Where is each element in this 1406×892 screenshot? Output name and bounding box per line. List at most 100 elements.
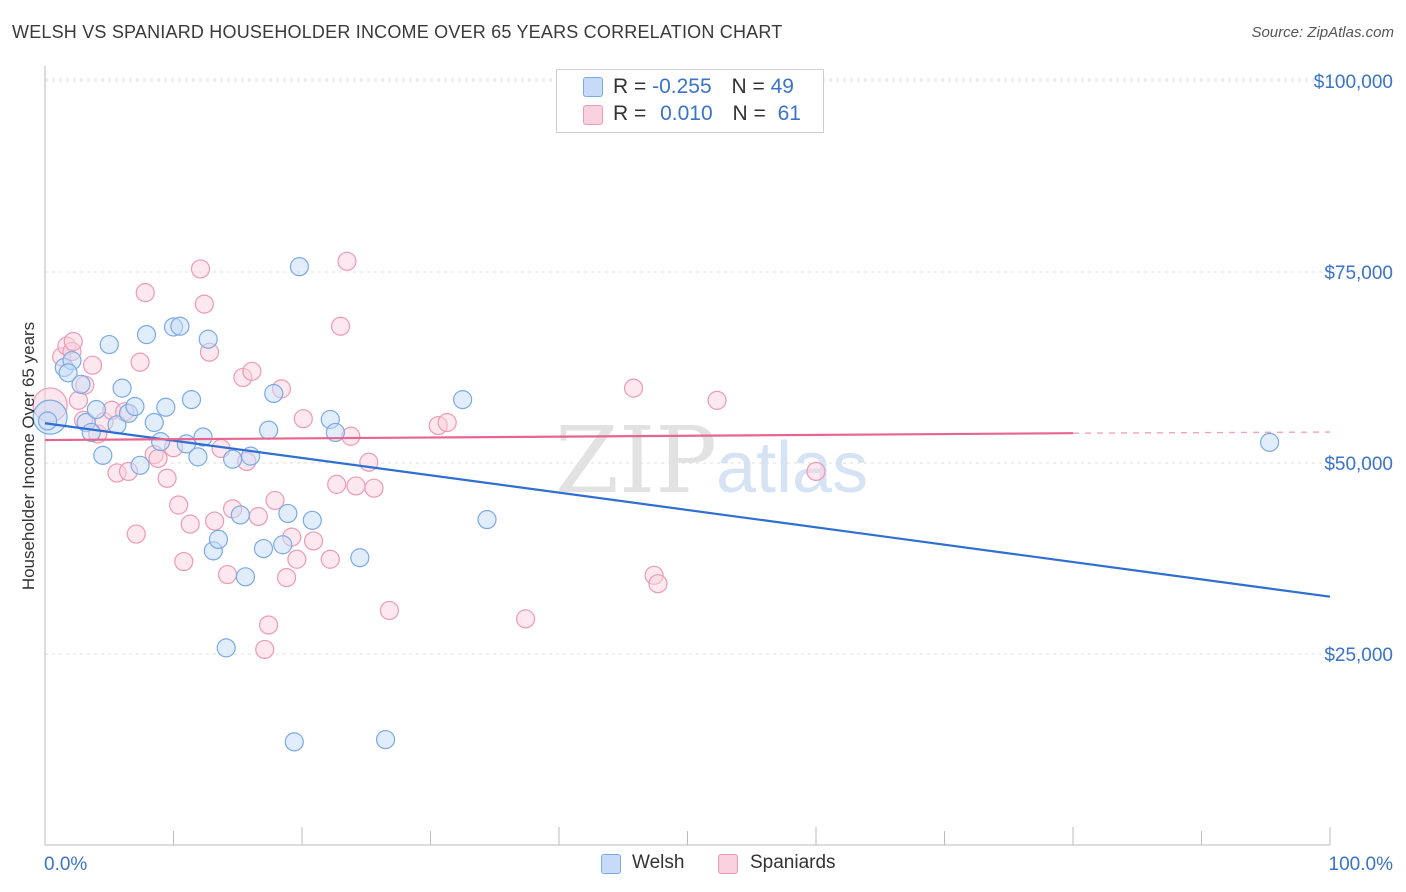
welsh-point — [99, 334, 119, 355]
spaniards-point — [180, 514, 200, 534]
welsh-point — [264, 383, 284, 404]
chart-title: WELSH VS SPANIARD HOUSEHOLDER INCOME OVE… — [12, 22, 783, 42]
spaniards-point — [194, 294, 214, 314]
spaniards-point — [806, 461, 826, 482]
welsh-point — [325, 422, 346, 443]
welsh-point — [289, 257, 310, 277]
welsh-point — [302, 510, 322, 530]
spaniards-point — [130, 352, 150, 372]
welsh-point — [71, 374, 91, 394]
spaniards-n-value: 61 — [777, 102, 801, 125]
spaniards-point — [515, 609, 536, 629]
spaniards-point — [258, 615, 279, 635]
spaniards-point — [293, 409, 313, 429]
x-tick-label: 0.0% — [44, 854, 87, 875]
welsh-point — [216, 638, 236, 658]
spaniards-point — [364, 478, 384, 498]
spaniards-point — [190, 259, 211, 279]
spaniards-legend-row: R = 0.010 N = 61 — [613, 102, 801, 126]
bottom-legend-spaniards-swatch — [718, 854, 738, 874]
welsh-r-value: -0.255 — [652, 75, 712, 98]
welsh-point — [235, 567, 256, 587]
x-tick-label: 100.0% — [1329, 854, 1394, 875]
y-tick-labels: $25,000 $50,000 $75,000 $100,000 — [1314, 72, 1393, 666]
spaniards-point — [82, 355, 103, 375]
welsh-point — [86, 399, 107, 420]
welsh-trend-line — [44, 422, 1331, 598]
welsh-point — [93, 445, 113, 465]
welsh-point — [258, 420, 279, 440]
welsh-point — [193, 427, 213, 447]
welsh-legend-swatch — [583, 77, 603, 97]
welsh-point — [170, 316, 190, 336]
y-tick-label: $50,000 — [1324, 454, 1393, 475]
spaniards-point — [248, 506, 268, 527]
welsh-point — [350, 548, 370, 568]
spaniards-point — [623, 378, 644, 398]
welsh-point — [208, 529, 229, 550]
bottom-legend-spaniards: Spaniards — [750, 852, 836, 873]
spaniards-point — [337, 251, 357, 271]
welsh-point — [375, 729, 396, 750]
spaniards-point — [169, 495, 189, 515]
spaniards-point — [330, 316, 351, 336]
welsh-point — [112, 378, 132, 398]
spaniards-point — [707, 390, 727, 410]
spaniards-points — [32, 74, 826, 660]
spaniards-point — [174, 551, 194, 572]
welsh-point — [278, 503, 298, 524]
spaniards-point — [379, 600, 399, 621]
spaniards-point — [126, 524, 146, 544]
spaniards-point — [303, 531, 324, 551]
spaniards-point — [157, 468, 177, 488]
welsh-point — [284, 732, 304, 752]
watermark-atlas: atlas — [716, 428, 868, 508]
spaniards-point — [148, 448, 168, 469]
chart-source: Source: ZipAtlas.com — [1251, 24, 1394, 41]
welsh-point — [156, 397, 176, 417]
welsh-n-value: 49 — [770, 75, 794, 98]
spaniards-point — [287, 549, 307, 569]
spaniards-point — [346, 476, 366, 496]
welsh-point — [223, 449, 243, 469]
spaniards-point — [255, 639, 275, 660]
welsh-point — [125, 396, 145, 417]
correlation-legend: R = -0.255 N = 49 R = 0.010 N = 61 — [556, 69, 824, 133]
welsh-point — [253, 538, 274, 559]
spaniards-point — [265, 490, 285, 511]
welsh-point — [144, 412, 164, 433]
welsh-legend-row: R = -0.255 N = 49 — [613, 75, 794, 99]
welsh-point — [151, 432, 171, 452]
welsh-n-label: N = — [731, 75, 765, 98]
watermark: ZIP atlas — [555, 407, 868, 514]
spaniards-point — [135, 283, 155, 303]
spaniards-r-label: R = — [613, 102, 647, 125]
welsh-point — [37, 411, 58, 431]
bottom-legend-welsh: Welsh — [632, 852, 685, 873]
spaniards-trend-line — [44, 432, 1074, 442]
welsh-r-label: R = — [613, 75, 647, 98]
watermark-zip: ZIP — [555, 407, 717, 514]
welsh-point — [230, 505, 250, 525]
spaniards-n-label: N = — [732, 102, 766, 125]
welsh-point — [198, 329, 218, 349]
axes — [44, 66, 1331, 846]
welsh-point — [477, 509, 497, 530]
spaniards-point — [63, 331, 83, 352]
welsh-point — [58, 363, 78, 383]
y-tick-label: $25,000 — [1324, 645, 1393, 666]
spaniards-trend-extension — [1072, 431, 1331, 434]
trend-lines — [44, 422, 1331, 598]
spaniards-r-value: 0.010 — [660, 102, 713, 125]
welsh-point — [136, 325, 157, 345]
welsh-point — [130, 455, 150, 475]
spaniards-point — [648, 574, 668, 594]
welsh-point — [1260, 432, 1280, 452]
welsh-point — [453, 389, 473, 410]
spaniards-legend-swatch — [583, 105, 603, 125]
welsh-point — [188, 447, 208, 467]
bottom-legend-welsh-swatch — [601, 854, 621, 874]
spaniards-point — [276, 567, 297, 588]
spaniards-point — [327, 474, 347, 494]
